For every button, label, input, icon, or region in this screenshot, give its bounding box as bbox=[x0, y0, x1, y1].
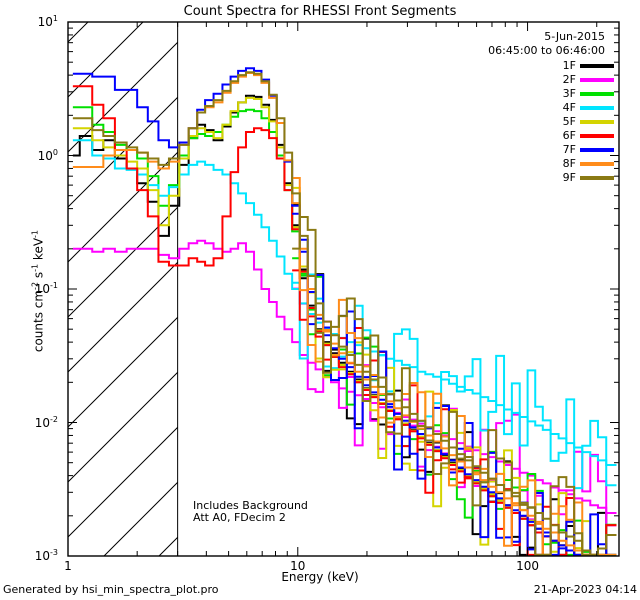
y-axis-exp-2: -1 bbox=[30, 263, 40, 272]
y-axis-title-mid: s bbox=[31, 271, 46, 282]
legend-swatch-2f[interactable] bbox=[580, 78, 614, 82]
y-axis-title: counts cm-2 s-1 keV-1 bbox=[20, 203, 57, 403]
spectra-series-layer bbox=[72, 67, 617, 556]
legend-label-1f[interactable]: 1F bbox=[562, 59, 576, 72]
y-tick-3: 10-2 bbox=[18, 414, 58, 430]
y-tick-mantissa-2: 10 bbox=[34, 282, 51, 296]
legend-label-9f[interactable]: 9F bbox=[562, 171, 576, 184]
legend-label-6f[interactable]: 6F bbox=[562, 129, 576, 142]
y-axis-title-mid2: keV bbox=[31, 237, 46, 264]
footer-generator-note: Generated by hsi_min_spectra_plot.pro bbox=[3, 583, 219, 596]
x-tick-10: 10 bbox=[290, 559, 306, 573]
page-title: Count Spectra for RHESSI Front Segments bbox=[183, 4, 457, 19]
y-tick-exponent-2: -1 bbox=[50, 281, 58, 290]
legend-label-3f[interactable]: 3F bbox=[562, 87, 576, 100]
legend-swatch-6f[interactable] bbox=[580, 134, 614, 138]
x-tick-1: 1 bbox=[64, 559, 72, 573]
legend-swatch-8f[interactable] bbox=[580, 162, 614, 166]
y-tick-exponent-0: 1 bbox=[52, 14, 58, 23]
y-axis-exp-3: -1 bbox=[30, 229, 40, 238]
y-tick-4: 10-3 bbox=[18, 548, 58, 563]
annotation-includes-background: Includes Background bbox=[193, 499, 308, 512]
annotation-attenuator-state: Att A0, FDecim 2 bbox=[193, 511, 286, 524]
y-tick-exponent-3: -2 bbox=[50, 414, 58, 424]
legend-label-4f[interactable]: 4F bbox=[562, 101, 576, 114]
y-tick-exponent-4: -3 bbox=[50, 548, 58, 557]
y-tick-exponent-1: 0 bbox=[52, 147, 58, 157]
y-tick-2: 10-1 bbox=[18, 281, 58, 296]
footer-timestamp: 21-Apr-2023 04:14 bbox=[533, 583, 637, 596]
series-1f-tail bbox=[292, 203, 617, 556]
series-4f-tail bbox=[292, 273, 617, 490]
y-tick-mantissa-0: 10 bbox=[37, 15, 53, 29]
legend-label-7f[interactable]: 7F bbox=[562, 143, 576, 156]
x-axis-title: Energy (keV) bbox=[281, 570, 359, 584]
plot-axes bbox=[67, 21, 620, 557]
legend-time-range: 06:45:00 to 06:46:00 bbox=[488, 44, 605, 57]
legend-label-2f[interactable]: 2F bbox=[562, 73, 576, 86]
legend-date: 5-Jun-2015 bbox=[544, 30, 605, 43]
legend-swatch-4f[interactable] bbox=[580, 106, 614, 110]
legend-label-5f[interactable]: 5F bbox=[562, 115, 576, 128]
legend-label-8f[interactable]: 8F bbox=[562, 157, 576, 170]
excluded-energy-hatch bbox=[68, 22, 179, 556]
y-tick-mantissa-4: 10 bbox=[34, 549, 51, 563]
x-tick-100: 100 bbox=[516, 559, 539, 573]
legend-swatch-1f[interactable] bbox=[580, 64, 614, 68]
legend-swatch-9f[interactable] bbox=[580, 176, 614, 180]
series-5f-tail bbox=[292, 186, 617, 556]
y-tick-1: 100 bbox=[18, 147, 58, 163]
series-9f-tail bbox=[292, 215, 617, 556]
series-3f-tail bbox=[292, 257, 617, 556]
legend-swatch-5f[interactable] bbox=[580, 120, 614, 124]
y-tick-mantissa-1: 10 bbox=[37, 148, 53, 163]
y-axis-title-text: counts cm bbox=[31, 289, 46, 353]
y-tick-mantissa-3: 10 bbox=[34, 415, 51, 430]
legend-swatch-7f[interactable] bbox=[580, 148, 614, 152]
y-tick-0: 101 bbox=[18, 14, 58, 29]
legend-swatch-3f[interactable] bbox=[580, 92, 614, 96]
